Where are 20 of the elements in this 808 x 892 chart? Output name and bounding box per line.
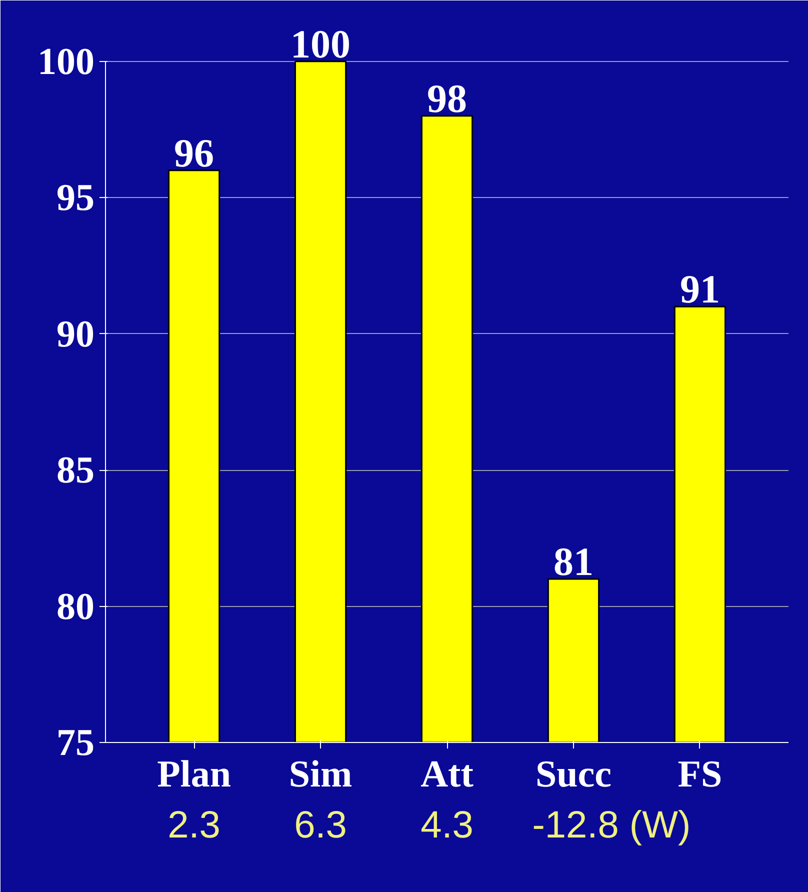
x-tick-label: Sim	[288, 754, 352, 796]
data-label: 98	[427, 76, 467, 121]
data-label: 81	[553, 539, 594, 584]
x-tick-label: Plan	[157, 754, 231, 796]
data-label: 96	[174, 130, 214, 176]
y-tick-label: 90	[56, 313, 94, 356]
text: -12.8 (W)	[532, 804, 691, 846]
x-tick-label: Att	[420, 754, 474, 796]
x-tick-label: Succ	[535, 754, 612, 796]
data-label: 91	[680, 266, 720, 312]
y-tick-label: 85	[56, 450, 94, 492]
data-label: 100	[290, 21, 351, 66]
y-tick-label: 80	[56, 586, 94, 628]
text: 2.3	[168, 804, 220, 846]
text: 4.3	[420, 804, 474, 846]
y-tick-label: 75	[56, 722, 94, 764]
y-tick-label: 95	[56, 177, 94, 220]
text: 6.3	[294, 804, 347, 846]
x-tick-label: FS	[678, 754, 722, 796]
y-tick-label: 100	[38, 40, 94, 83]
